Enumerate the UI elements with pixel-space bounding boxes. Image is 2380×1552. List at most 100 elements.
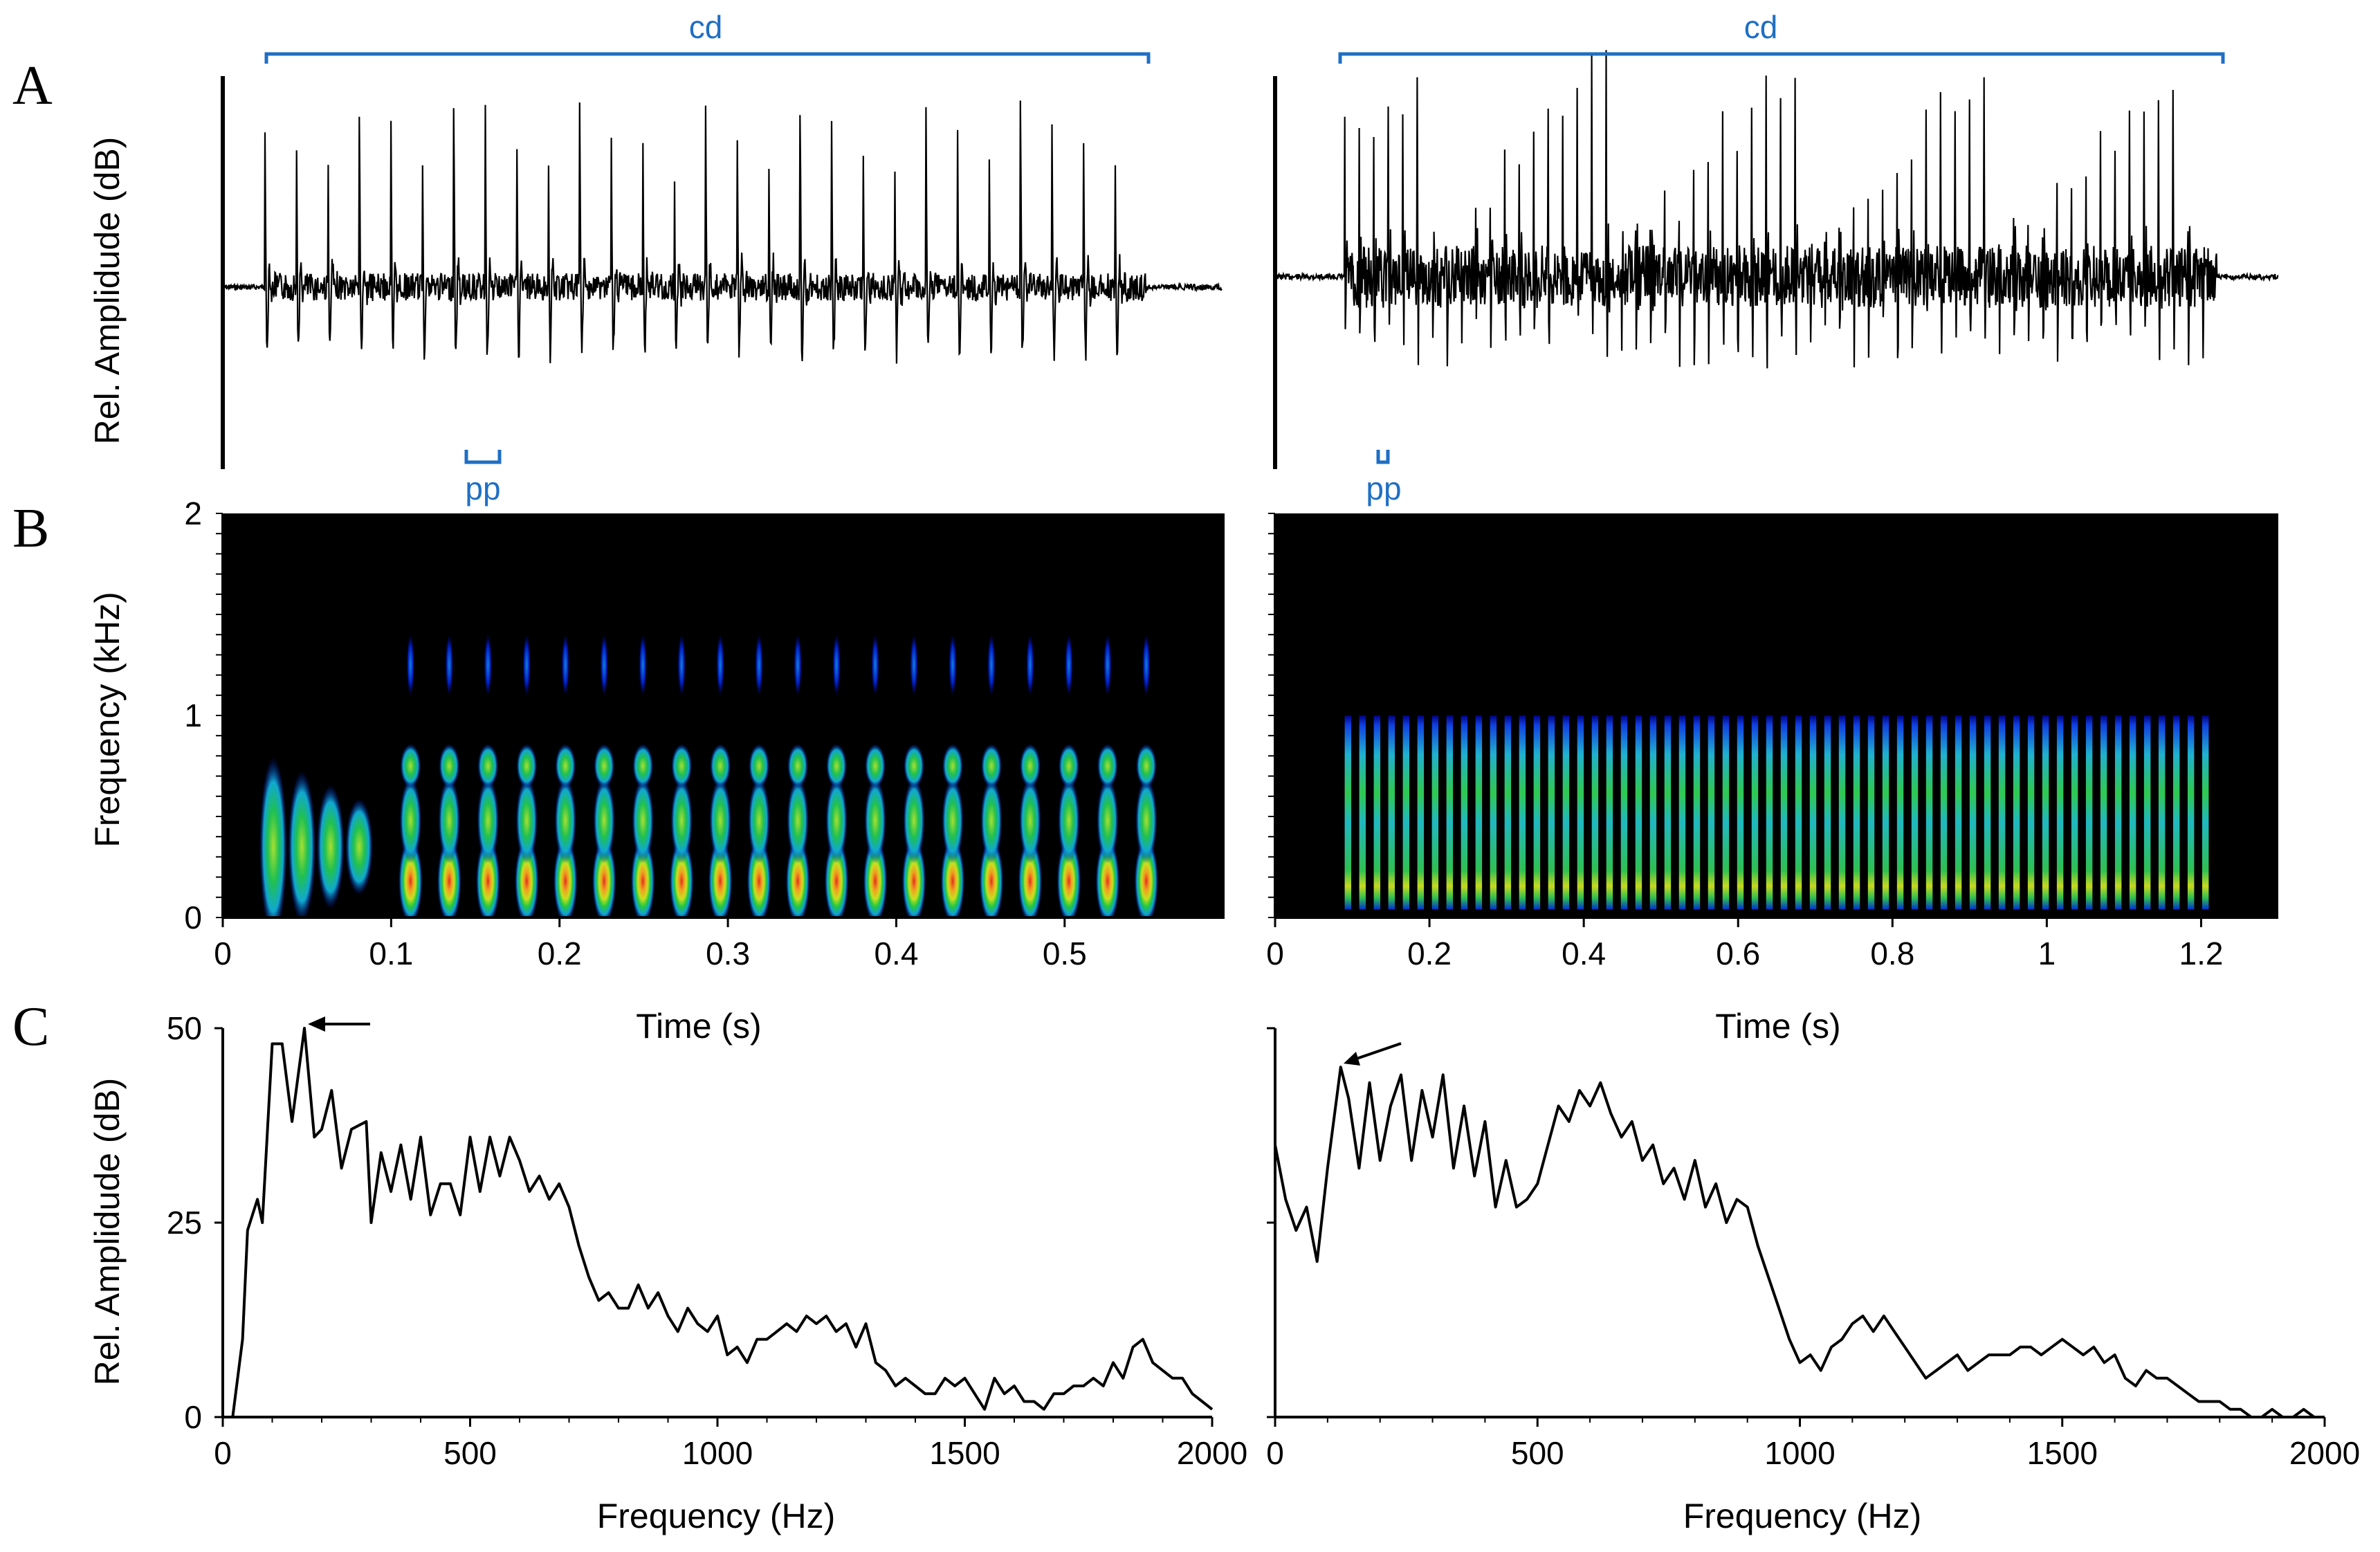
panel-label-b: B	[12, 498, 49, 559]
spectrogram-harmonic	[903, 744, 925, 788]
spectrogram-pulse	[1577, 715, 1584, 910]
spectrogram-harmonic	[670, 777, 693, 864]
spectrogram-pulse	[399, 838, 423, 917]
spectrogram-pulse	[901, 838, 926, 917]
spectrogram-harmonic	[1058, 744, 1079, 788]
spectrogram-pulse	[2027, 715, 2035, 910]
spectrogram-pulse	[1649, 715, 1657, 910]
spectrogram-pulse	[1984, 715, 1991, 910]
spectrogram-pulse	[2100, 715, 2107, 910]
spectrogram-pulse	[1751, 715, 1759, 910]
spectrogram-harmonic	[477, 744, 499, 788]
spectrogram-onset	[345, 798, 374, 895]
spectrogram-pulse	[1969, 715, 1977, 910]
x-tick-label: 1500	[2027, 1435, 2098, 1471]
x-tick-label: 0	[1266, 1435, 1284, 1471]
spectrogram-pulse	[1722, 715, 1730, 910]
spectrogram-pulse	[2158, 715, 2166, 910]
spectrogram-pulse	[1795, 715, 1802, 910]
spectrogram-harmonic	[438, 777, 461, 864]
spectrogram-pulse	[1533, 715, 1541, 910]
spectrogram-pulse	[2172, 715, 2180, 910]
spectrogram-pulse	[1896, 715, 1904, 910]
x-tick-label: 0.8	[1870, 935, 1914, 971]
spectrum-left: 0 500 1000 1500 2000 0 25 50	[167, 1010, 1247, 1471]
y-tick-label: 0	[184, 1399, 202, 1435]
spectrogram-pulse	[1402, 715, 1410, 910]
x-tick-label: 2000	[1177, 1435, 1247, 1471]
spectrogram-harmonic	[477, 777, 500, 864]
spectrogram-left-ticks: 0 0.1 0.2 0.3 0.4 0.5 0 1 2	[184, 495, 1086, 971]
spectrogram-harmonic	[864, 777, 886, 864]
ylabel-c: Rel. Amplidude (dB)	[88, 1078, 127, 1386]
spectrogram-harmonic	[825, 744, 848, 788]
spectrogram-pulse	[979, 838, 1004, 917]
spectrogram-overtone	[677, 634, 686, 696]
pp-bracket-left	[464, 450, 502, 464]
spectrogram-pulse	[1780, 715, 1788, 910]
spectrogram-harmonic	[1097, 744, 1118, 788]
spectrogram-harmonic	[632, 744, 654, 788]
oscillogram-left-trace	[222, 100, 1223, 364]
spectrogram-pulse	[1548, 715, 1555, 910]
spectrogram-pulse	[708, 838, 733, 917]
spectrogram-pulse	[630, 838, 655, 917]
spectrogram-harmonic	[903, 777, 925, 864]
spectrogram-overtone	[600, 634, 608, 696]
spectrogram-overtone	[755, 634, 763, 696]
y-tick-label: 50	[167, 1010, 202, 1046]
spectrogram-pulse	[1955, 715, 1962, 910]
spectrogram-harmonic	[1058, 777, 1080, 864]
spectrogram-pulse	[1095, 838, 1120, 917]
spectrogram-harmonic	[709, 777, 731, 864]
x-tick-label: 1500	[929, 1435, 1000, 1471]
spectrogram-harmonic	[710, 744, 731, 788]
x-tick-label: 500	[1511, 1435, 1564, 1471]
spectrogram-pulse	[1635, 715, 1642, 910]
spectrogram-overtone	[561, 634, 570, 696]
x-tick-label: 1000	[1764, 1435, 1835, 1471]
spectrogram-pulse	[1940, 715, 1948, 910]
xlabel-freq-right: Frequency (Hz)	[1683, 1497, 1922, 1535]
spectrogram-right-pulses	[1344, 715, 2209, 910]
spectrogram-pulse	[1853, 715, 1860, 910]
spectrogram-pulse	[1475, 715, 1483, 910]
peak-arrow-right	[1344, 1042, 1402, 1066]
spectrogram-pulse	[1737, 715, 1744, 910]
spectrogram-overtone	[871, 634, 879, 696]
spectrogram-harmonic	[593, 777, 615, 864]
y-tick-label: 2	[184, 495, 202, 531]
spectrogram-overtone	[1104, 634, 1112, 696]
spectrogram-pulse	[785, 838, 810, 917]
spectrogram-pulse	[1911, 715, 1919, 910]
spectrogram-onset	[316, 784, 345, 909]
spectrogram-pulse	[863, 838, 888, 917]
x-tick-label: 0.3	[706, 935, 750, 971]
cd-label-left: cd	[689, 9, 723, 45]
panel-label-a: A	[12, 55, 53, 116]
spectrum-left-line	[223, 1027, 1214, 1418]
spectrogram-overtone	[522, 634, 531, 696]
spectrogram-pulse	[1490, 715, 1497, 910]
spectrogram-pulse	[1867, 715, 1875, 910]
spectrogram-pulse	[2187, 715, 2195, 910]
spectrogram-harmonic	[400, 744, 421, 788]
spectrogram-pulse	[1417, 715, 1425, 910]
spectrogram-harmonic	[516, 744, 538, 788]
spectrogram-pulse	[1519, 715, 1526, 910]
spectrogram-pulse	[1678, 715, 1686, 910]
spectrogram-harmonic	[787, 744, 809, 788]
spectrogram-harmonic	[1019, 777, 1041, 864]
spectrogram-pulse	[2129, 715, 2136, 910]
spectrogram-harmonic	[942, 777, 964, 864]
spectrogram-pulse	[1373, 715, 1381, 910]
y-tick-label: 0	[184, 900, 202, 935]
spectrogram-pulse	[1018, 838, 1043, 917]
spectrogram-pulse	[1838, 715, 1846, 910]
ylabel-a: Rel. Amplidude (dB)	[88, 137, 127, 445]
spectrogram-harmonic	[554, 777, 577, 864]
x-tick-label: 0.2	[1407, 935, 1452, 971]
spectrogram-harmonic	[594, 744, 615, 788]
y-tick-label: 1	[184, 697, 202, 733]
spectrogram-pulse	[592, 838, 616, 917]
